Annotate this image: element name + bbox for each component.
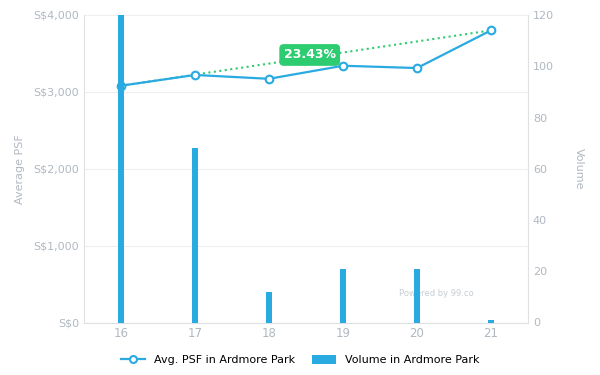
Bar [118, 15, 124, 322]
Bar [415, 268, 419, 322]
Bar [488, 320, 494, 322]
Y-axis label: Volume: Volume [574, 148, 583, 189]
Text: Powered by 99.co: Powered by 99.co [399, 289, 474, 298]
Bar [193, 148, 197, 322]
Legend: Avg. PSF in Ardmore Park, Volume in Ardmore Park: Avg. PSF in Ardmore Park, Volume in Ardm… [116, 350, 484, 369]
Text: 23.43%: 23.43% [284, 48, 336, 62]
Bar [340, 268, 346, 322]
Bar [266, 292, 272, 322]
Y-axis label: Average PSF: Average PSF [15, 134, 25, 204]
